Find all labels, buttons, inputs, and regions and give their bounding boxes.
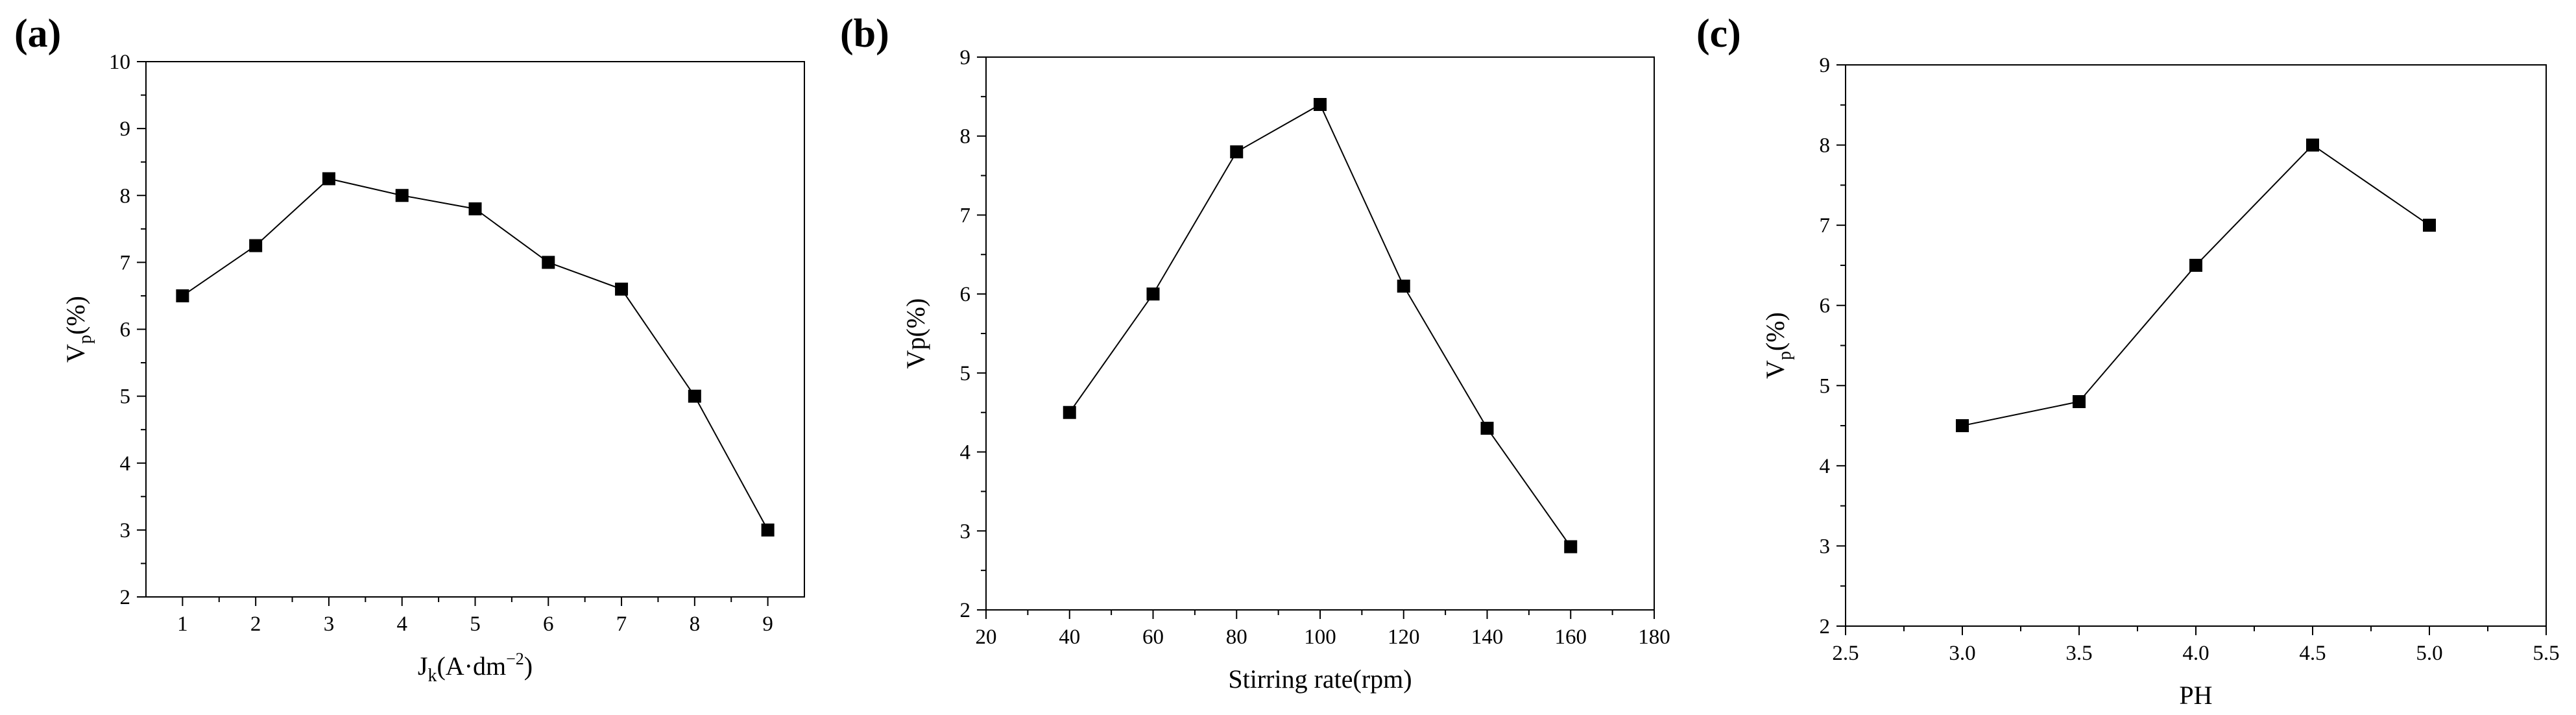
y-tick-label: 9 bbox=[1820, 54, 1831, 77]
panel-label: (a) bbox=[14, 12, 61, 56]
data-point bbox=[615, 282, 629, 296]
y-tick-label: 3 bbox=[1820, 535, 1831, 558]
x-tick-label: 5.0 bbox=[2416, 642, 2442, 665]
x-tick-label: 5 bbox=[470, 612, 481, 636]
y-tick-label: 6 bbox=[120, 319, 131, 342]
x-tick-label: 4.5 bbox=[2299, 642, 2326, 665]
y-tick-label: 5 bbox=[120, 385, 131, 409]
y-tick-label: 3 bbox=[120, 519, 131, 542]
data-point bbox=[2306, 138, 2319, 152]
y-axis-title: Vp(%) bbox=[1761, 312, 1795, 379]
x-tick-label: 2 bbox=[250, 612, 261, 636]
x-tick-label: 5.5 bbox=[2533, 642, 2559, 665]
x-tick-label: 8 bbox=[690, 612, 701, 636]
data-point bbox=[1480, 422, 1494, 435]
y-axis-title: Vp(%) bbox=[901, 298, 930, 369]
data-point bbox=[688, 389, 701, 403]
data-point bbox=[395, 189, 409, 202]
x-tick-label: 3 bbox=[324, 612, 335, 636]
y-axis-title: Vp(%) bbox=[61, 296, 95, 363]
data-point bbox=[176, 289, 189, 302]
y-tick-label: 5 bbox=[1820, 374, 1831, 398]
y-tick-label: 3 bbox=[960, 520, 971, 543]
data-point bbox=[1956, 419, 1969, 433]
x-axis-title: PH bbox=[2179, 681, 2212, 710]
x-tick-label: 140 bbox=[1471, 625, 1504, 649]
y-tick-label: 6 bbox=[960, 283, 971, 306]
y-tick-label: 10 bbox=[109, 51, 130, 74]
x-tick-label: 120 bbox=[1388, 625, 1420, 649]
y-tick-label: 6 bbox=[1820, 295, 1831, 318]
y-tick-label: 4 bbox=[1820, 455, 1831, 478]
data-point bbox=[2423, 219, 2436, 232]
x-tick-label: 60 bbox=[1142, 625, 1164, 649]
y-tick-label: 2 bbox=[120, 586, 131, 609]
data-point bbox=[1314, 98, 1327, 112]
panel-label: (c) bbox=[1696, 12, 1741, 56]
x-tick-label: 160 bbox=[1555, 625, 1587, 649]
y-tick-label: 2 bbox=[960, 599, 971, 622]
x-tick-label: 40 bbox=[1059, 625, 1080, 649]
x-tick-label: 180 bbox=[1638, 625, 1670, 649]
y-tick-label: 7 bbox=[120, 251, 131, 274]
x-axis-title: Stirring rate(rpm) bbox=[1228, 664, 1412, 694]
chart-panel-3: (c) 2.5 3.0 3.5 4.0 4.5 5.0 5.5 2 3 4 5 6 7 8 9 PH Vp(%) bbox=[1696, 12, 2560, 710]
x-tick-label: 9 bbox=[762, 612, 773, 636]
y-tick-label: 8 bbox=[1820, 134, 1831, 158]
y-tick-label: 5 bbox=[960, 362, 971, 385]
x-tick-label: 4 bbox=[396, 612, 407, 636]
x-tick-label: 3.0 bbox=[1949, 642, 1975, 665]
chart-panel-2: (b) 20 40 60 80 100 120 140 160 180 2 3 4 5 6 7 8 9 Stirri… bbox=[840, 12, 1670, 694]
y-tick-label: 7 bbox=[960, 204, 971, 227]
x-axis-title: Jk(A·dm−2) bbox=[418, 649, 533, 686]
x-tick-label: 3.5 bbox=[2065, 642, 2092, 665]
y-tick-label: 8 bbox=[120, 184, 131, 208]
y-tick-label: 7 bbox=[1820, 214, 1831, 237]
data-point bbox=[542, 256, 555, 269]
x-tick-label: 7 bbox=[616, 612, 627, 636]
data-point bbox=[2189, 258, 2202, 272]
data-point bbox=[1397, 279, 1410, 293]
x-tick-label: 20 bbox=[976, 625, 997, 649]
x-tick-label: 6 bbox=[543, 612, 554, 636]
data-point bbox=[1230, 145, 1244, 159]
x-tick-label: 80 bbox=[1226, 625, 1247, 649]
y-tick-label: 9 bbox=[960, 46, 971, 69]
data-point bbox=[322, 172, 335, 186]
data-point bbox=[2073, 395, 2086, 408]
x-tick-label: 1 bbox=[177, 612, 188, 636]
y-tick-label: 9 bbox=[120, 117, 131, 141]
x-tick-label: 100 bbox=[1304, 625, 1336, 649]
data-point bbox=[1146, 287, 1160, 301]
y-tick-label: 4 bbox=[120, 452, 131, 476]
y-tick-label: 2 bbox=[1820, 615, 1831, 638]
data-point bbox=[761, 523, 775, 537]
y-tick-label: 4 bbox=[960, 441, 971, 465]
x-tick-label: 2.5 bbox=[1832, 642, 1859, 665]
x-tick-label: 4.0 bbox=[2182, 642, 2209, 665]
panel-label: (b) bbox=[840, 12, 889, 56]
chart-panel-1: (a) 1 2 3 4 5 6 7 8 9 2 3 4 5 6 7 8 9 10 Jk(A·dm−2) Vp(%) bbox=[14, 12, 805, 686]
data-point bbox=[249, 239, 263, 252]
data-point bbox=[1564, 540, 1578, 553]
data-point bbox=[468, 202, 482, 215]
data-point bbox=[1063, 406, 1076, 419]
y-tick-label: 8 bbox=[960, 125, 971, 149]
